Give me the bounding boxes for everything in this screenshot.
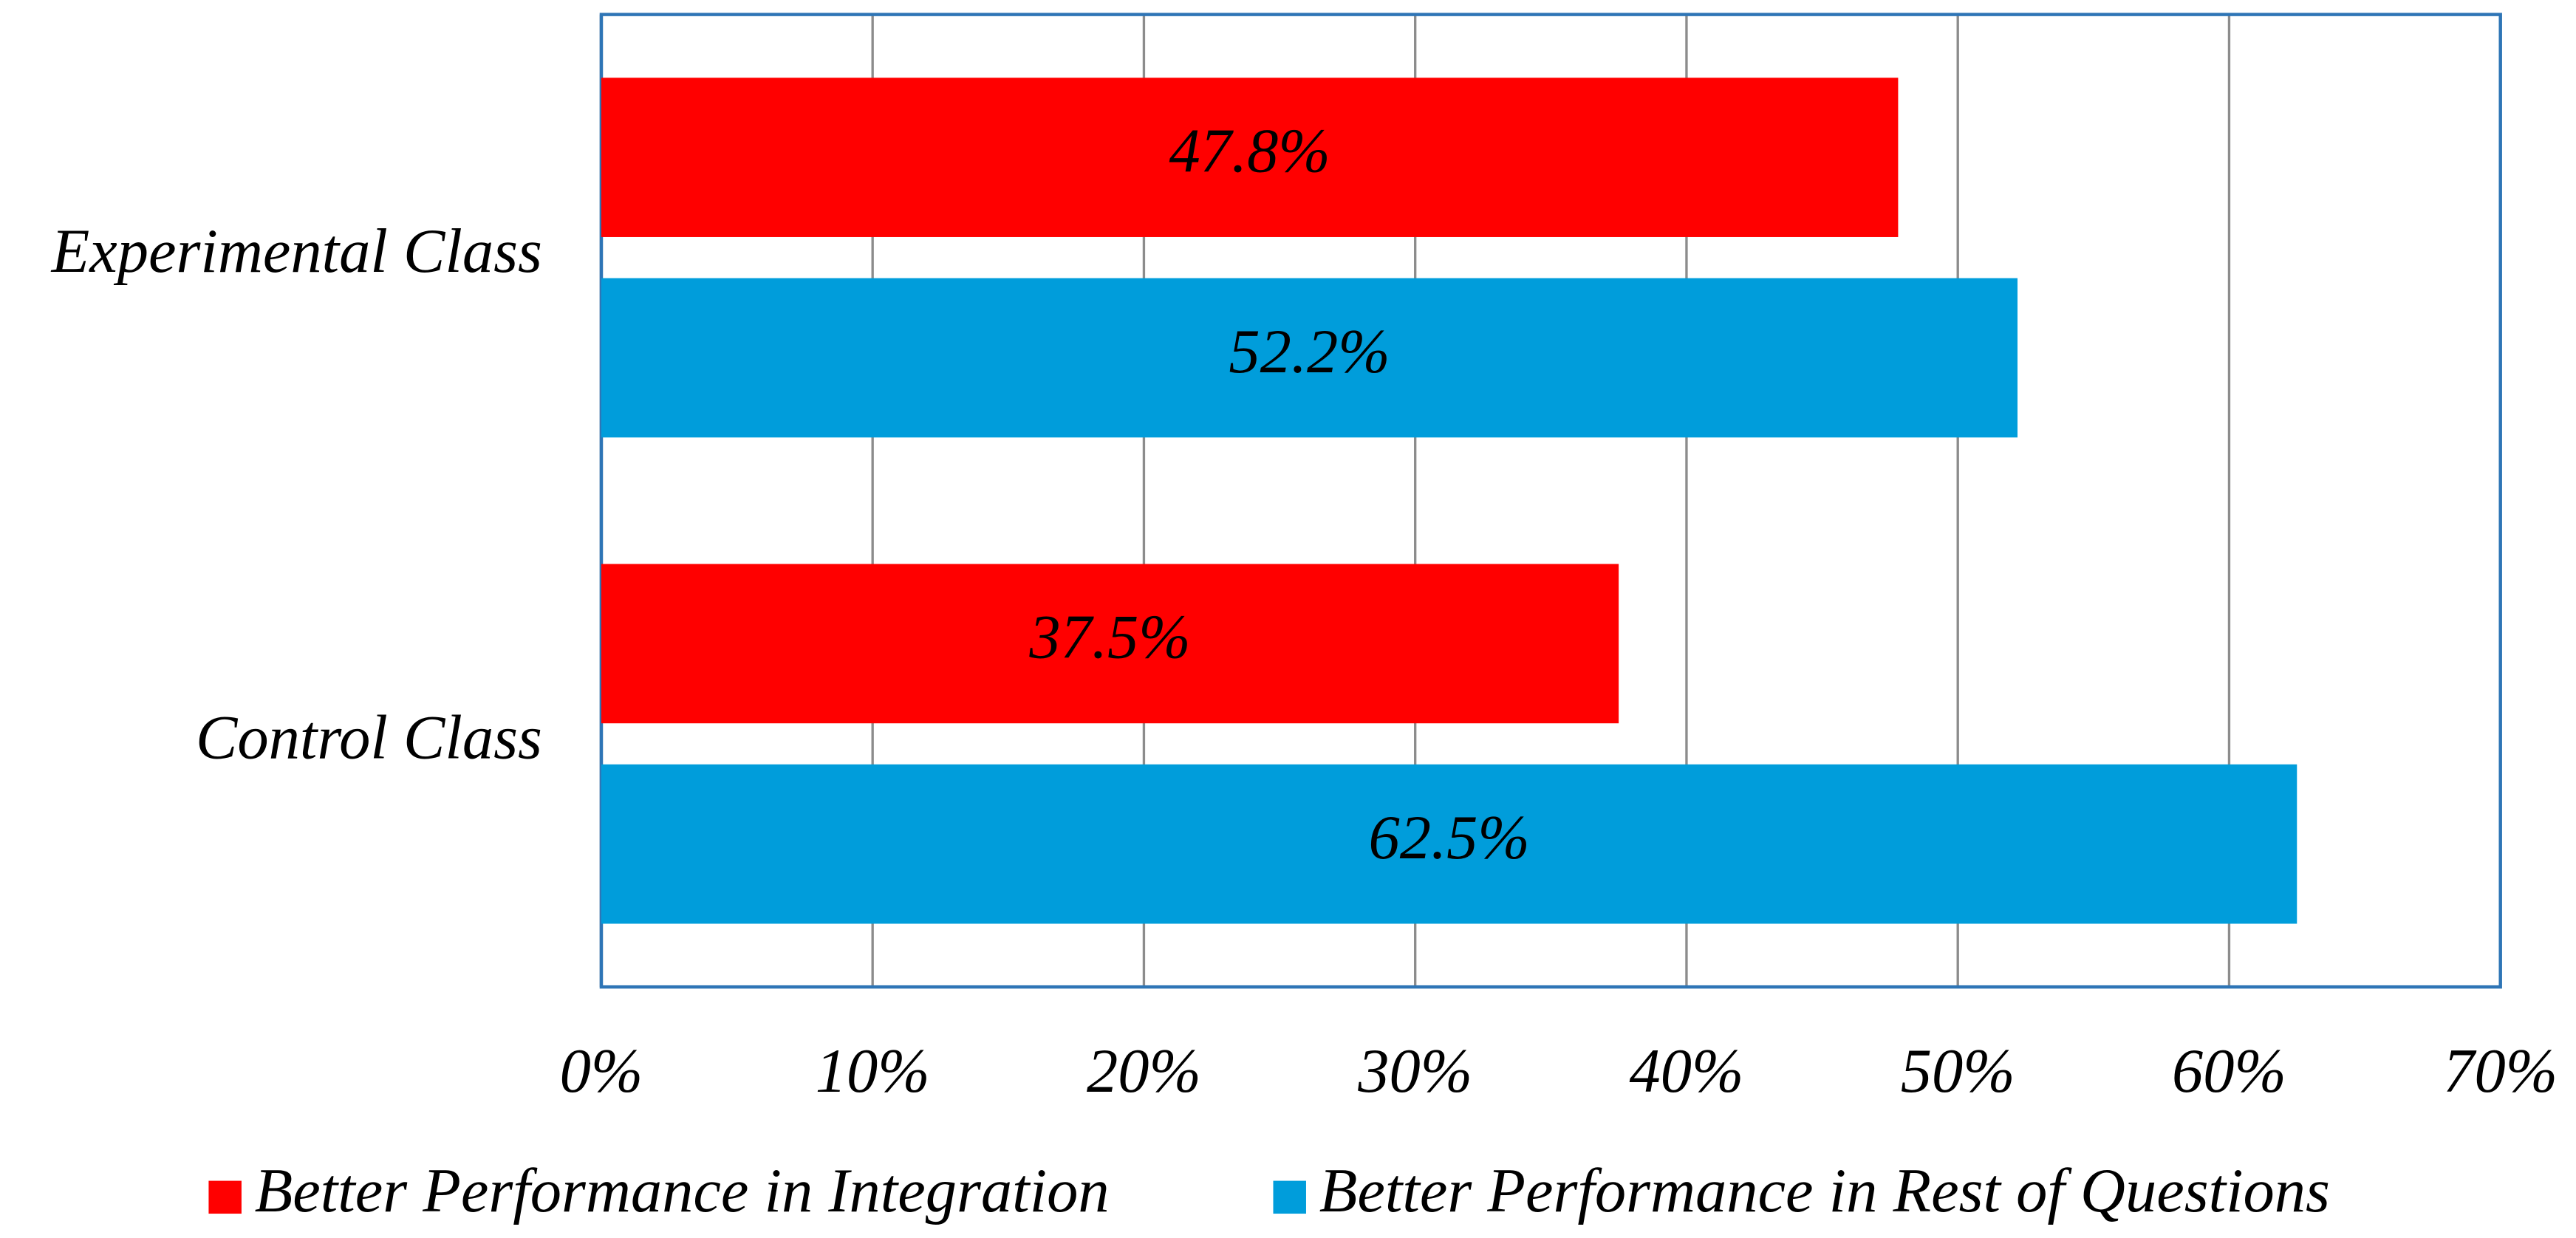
- bar: [601, 78, 1899, 237]
- legend-swatch: [1273, 1180, 1306, 1214]
- x-tick-label: 40%: [1629, 1037, 1743, 1106]
- value-label: 52.2%: [1229, 318, 1390, 386]
- plot-border: [599, 13, 2502, 989]
- bar: [601, 278, 2018, 438]
- value-label: 47.8%: [1169, 117, 1330, 185]
- x-tick-label: 20%: [1087, 1037, 1201, 1106]
- value-label: 62.5%: [1368, 804, 1529, 872]
- value-label: 37.5%: [1028, 603, 1190, 672]
- y-tick-label: Control Class: [196, 703, 542, 772]
- x-tick-label: 10%: [816, 1037, 930, 1106]
- x-tick-label: 70%: [2443, 1037, 2558, 1106]
- legend-swatch: [208, 1180, 242, 1214]
- x-tick-label: 0%: [560, 1037, 643, 1106]
- legend-label: Better Performance in Integration: [255, 1157, 1110, 1225]
- x-tick-label: 60%: [2172, 1037, 2286, 1106]
- y-tick-label: Experimental Class: [51, 217, 542, 286]
- x-tick-label: 50%: [1901, 1037, 2015, 1106]
- bar: [601, 564, 1619, 724]
- x-tick-label: 30%: [1357, 1037, 1472, 1106]
- legend-label: Better Performance in Rest of Questions: [1319, 1157, 2330, 1225]
- bar: [601, 764, 2297, 924]
